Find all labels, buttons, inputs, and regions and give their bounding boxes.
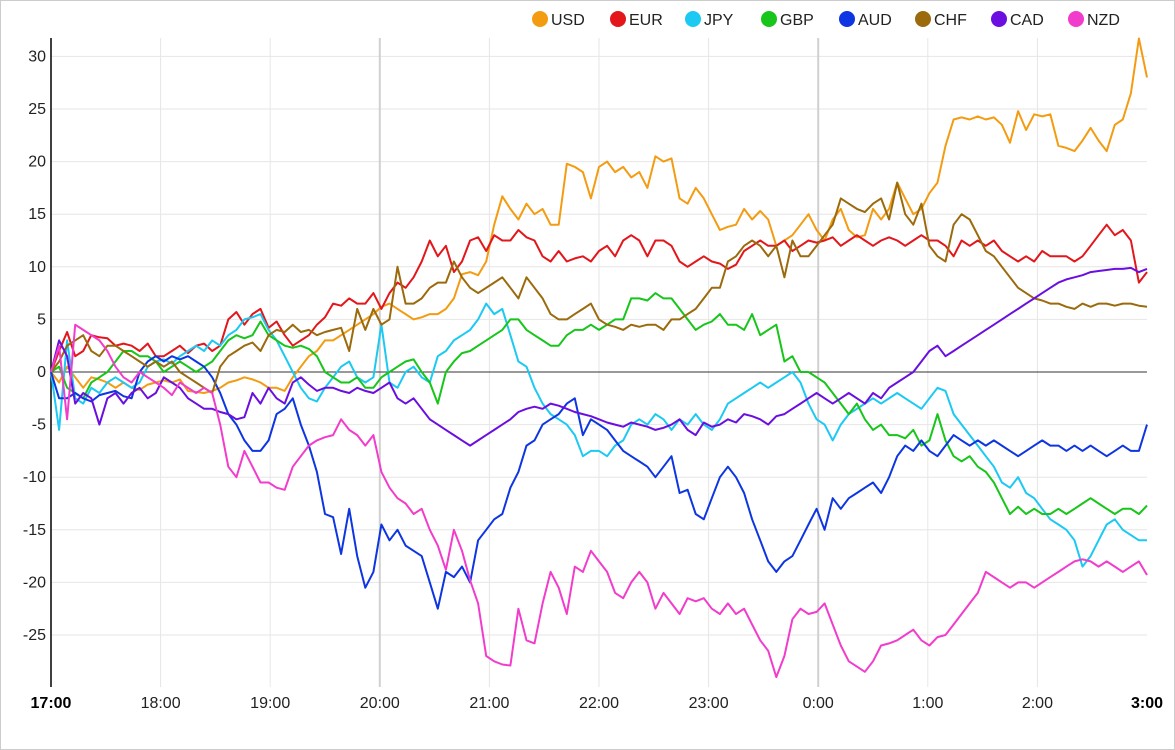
legend-label: CHF <box>934 12 967 29</box>
x-tick-label: 0:00 <box>803 695 834 712</box>
legend-label: EUR <box>629 12 663 29</box>
x-tick-label: 3:00 <box>1131 695 1163 712</box>
y-tick-label: 10 <box>28 259 46 276</box>
legend-swatch <box>991 11 1007 27</box>
y-tick-label: 25 <box>28 101 46 118</box>
x-tick-label: 2:00 <box>1022 695 1053 712</box>
series-lines <box>50 37 1148 679</box>
x-tick-label: 22:00 <box>579 695 619 712</box>
series-line-jpy <box>50 302 1147 568</box>
legend-item-usd[interactable]: USD <box>532 11 585 29</box>
legend-swatch <box>1068 11 1084 27</box>
legend-swatch <box>915 11 931 27</box>
y-tick-label: 5 <box>37 311 46 328</box>
y-tick-label: -5 <box>32 417 46 434</box>
grid <box>51 38 1147 687</box>
x-tick-label: 21:00 <box>469 695 509 712</box>
legend-label: GBP <box>780 12 814 29</box>
legend-label: JPY <box>704 12 734 29</box>
y-tick-label: -10 <box>23 469 46 486</box>
legend-label: USD <box>551 12 585 29</box>
x-tick-label: 18:00 <box>141 695 181 712</box>
legend-item-chf[interactable]: CHF <box>915 11 967 29</box>
legend: USD EUR JPY GBP AUD CHF CAD NZD <box>532 11 1120 29</box>
legend-item-eur[interactable]: EUR <box>610 11 663 29</box>
x-tick-label: 23:00 <box>689 695 729 712</box>
x-tick-label: 1:00 <box>912 695 943 712</box>
y-tick-label: 20 <box>28 154 46 171</box>
legend-item-gbp[interactable]: GBP <box>761 11 814 29</box>
legend-swatch <box>610 11 626 27</box>
legend-swatch <box>532 11 548 27</box>
series-line-usd <box>50 37 1148 394</box>
legend-label: CAD <box>1010 12 1044 29</box>
legend-item-aud[interactable]: AUD <box>839 11 892 29</box>
y-tick-label: -25 <box>23 627 46 644</box>
series-line-gbp <box>50 292 1148 515</box>
legend-item-nzd[interactable]: NZD <box>1068 11 1120 29</box>
y-tick-label: -20 <box>23 574 46 591</box>
series-line-aud <box>50 355 1148 610</box>
series-line-chf <box>50 181 1148 394</box>
x-tick-label: 20:00 <box>360 695 400 712</box>
legend-label: AUD <box>858 12 892 29</box>
legend-swatch <box>685 11 701 27</box>
legend-label: NZD <box>1087 12 1120 29</box>
legend-item-cad[interactable]: CAD <box>991 11 1044 29</box>
x-tick-label: 17:00 <box>31 695 72 712</box>
y-tick-label: 0 <box>37 364 46 381</box>
series-line-nzd <box>50 323 1148 679</box>
legend-swatch <box>761 11 777 27</box>
y-tick-label: 15 <box>28 206 46 223</box>
x-tick-label: 19:00 <box>250 695 290 712</box>
y-tick-label: -15 <box>23 522 46 539</box>
legend-swatch <box>839 11 855 27</box>
y-tick-label: 30 <box>28 48 46 65</box>
axes: -25 -20 -15 -10 -5 0 5 10 15 20 25 30 17:00 18:00 19:0… <box>23 38 1163 712</box>
series-line-cad <box>50 266 1148 447</box>
legend-item-jpy[interactable]: JPY <box>685 11 734 29</box>
series-line-eur <box>50 223 1148 373</box>
